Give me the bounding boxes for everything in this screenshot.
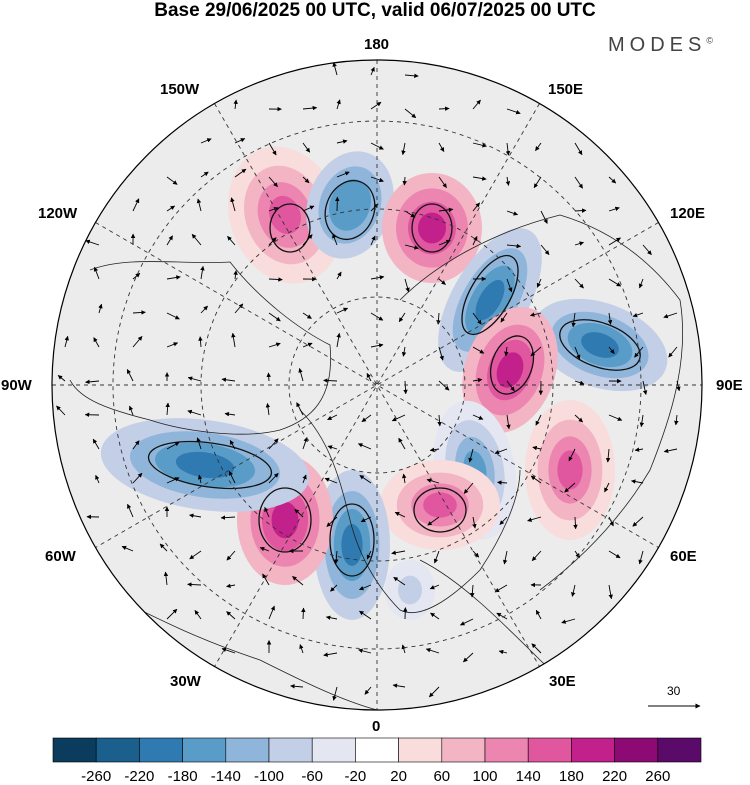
lon-label-30e: 30E <box>549 673 576 690</box>
colorbar-tick-label: 100 <box>472 768 497 785</box>
wind-vector <box>303 608 304 619</box>
lon-label-90w: 90W <box>1 377 32 394</box>
colorbar-tick-label: 140 <box>516 768 541 785</box>
lon-label-180: 180 <box>364 36 389 53</box>
colorbar-swatch <box>615 738 658 762</box>
colorbar <box>53 738 701 762</box>
colorbar-swatch <box>183 738 226 762</box>
anomaly-pos-45w-core <box>272 502 299 538</box>
page-title: Base 29/06/2025 00 UTC, valid 06/07/2025… <box>0 0 750 22</box>
colorbar-tick-label: 220 <box>602 768 627 785</box>
colorbar-swatch <box>399 738 442 762</box>
colorbar-swatch <box>226 738 269 762</box>
wind-vector <box>268 373 269 381</box>
colorbar-tick-label: 260 <box>645 768 670 785</box>
colorbar-swatch <box>96 738 139 762</box>
lon-label-0: 0 <box>372 718 380 735</box>
colorbar-swatch <box>269 738 312 762</box>
colorbar-tick-label: -140 <box>211 768 241 785</box>
colorbar-tick-label: -260 <box>81 768 111 785</box>
vector-scale-label: 30 <box>667 684 680 698</box>
lon-label-30w: 30W <box>170 673 201 690</box>
colorbar-swatch <box>355 738 398 762</box>
anomaly-pos-50e-core <box>557 450 582 489</box>
colorbar-tick-label: -180 <box>168 768 198 785</box>
colorbar-tick-label: 180 <box>559 768 584 785</box>
lon-label-120w: 120W <box>38 205 77 222</box>
colorbar-swatch <box>571 738 614 762</box>
colorbar-swatch <box>139 738 182 762</box>
anomaly-neg-30e-core <box>403 582 417 599</box>
colorbar-tick-label: -100 <box>254 768 284 785</box>
wind-vector <box>439 108 449 109</box>
lon-label-150e: 150E <box>548 81 583 98</box>
lon-label-60e: 60E <box>670 548 697 565</box>
colorbar-tick-label: 60 <box>433 768 450 785</box>
colorbar-tick-label: -220 <box>124 768 154 785</box>
wind-vector <box>269 279 282 280</box>
anomaly-neg-10w-core <box>341 524 362 566</box>
colorbar-tick-label: -20 <box>345 768 367 785</box>
colorbar-swatch <box>485 738 528 762</box>
colorbar-swatch <box>658 738 701 762</box>
colorbar-tick-label: -60 <box>301 768 323 785</box>
brand-logo: MODES© <box>608 34 713 57</box>
colorbar-swatch <box>442 738 485 762</box>
lon-label-60w: 60W <box>45 548 76 565</box>
lon-label-120e: 120E <box>670 205 705 222</box>
colorbar-swatch <box>53 738 96 762</box>
colorbar-swatch <box>528 738 571 762</box>
colorbar-tick-label: 20 <box>390 768 407 785</box>
lon-label-90e: 90E <box>716 377 743 394</box>
wind-vector <box>404 177 405 185</box>
anomaly-pos-150e-core <box>418 213 446 244</box>
colorbar-swatch <box>312 738 355 762</box>
lon-label-150w: 150W <box>160 81 199 98</box>
